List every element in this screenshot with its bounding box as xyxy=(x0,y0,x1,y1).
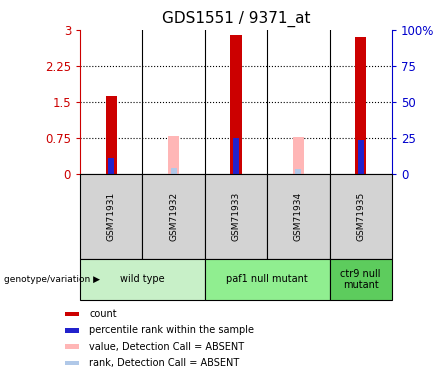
Text: GSM71932: GSM71932 xyxy=(169,192,178,241)
Text: GSM71933: GSM71933 xyxy=(232,192,240,241)
Bar xyxy=(106,96,117,174)
Bar xyxy=(65,312,79,316)
Bar xyxy=(355,37,366,174)
Text: genotype/variation ▶: genotype/variation ▶ xyxy=(4,275,100,284)
Text: GSM71934: GSM71934 xyxy=(294,192,303,241)
Text: percentile rank within the sample: percentile rank within the sample xyxy=(89,325,254,335)
Bar xyxy=(65,344,79,349)
Bar xyxy=(295,169,301,174)
Bar xyxy=(330,174,392,259)
Bar xyxy=(267,174,330,259)
Bar xyxy=(168,136,179,174)
Bar xyxy=(80,174,142,259)
Text: GSM71935: GSM71935 xyxy=(356,192,365,241)
Bar xyxy=(65,328,79,333)
Bar xyxy=(233,138,239,174)
Text: value, Detection Call = ABSENT: value, Detection Call = ABSENT xyxy=(89,342,244,352)
Bar xyxy=(293,137,304,174)
Bar xyxy=(171,168,177,174)
Bar xyxy=(108,159,114,174)
Bar xyxy=(205,174,267,259)
Bar xyxy=(230,35,242,174)
Bar xyxy=(358,140,364,174)
Bar xyxy=(205,259,330,300)
Bar xyxy=(65,361,79,365)
Text: rank, Detection Call = ABSENT: rank, Detection Call = ABSENT xyxy=(89,358,239,368)
Bar xyxy=(330,259,392,300)
Text: wild type: wild type xyxy=(120,274,165,284)
Bar xyxy=(142,174,205,259)
Text: ctr9 null
mutant: ctr9 null mutant xyxy=(340,268,381,290)
Text: count: count xyxy=(89,309,117,319)
Bar xyxy=(80,259,205,300)
Title: GDS1551 / 9371_at: GDS1551 / 9371_at xyxy=(162,11,310,27)
Text: GSM71931: GSM71931 xyxy=(107,192,116,241)
Text: paf1 null mutant: paf1 null mutant xyxy=(226,274,308,284)
